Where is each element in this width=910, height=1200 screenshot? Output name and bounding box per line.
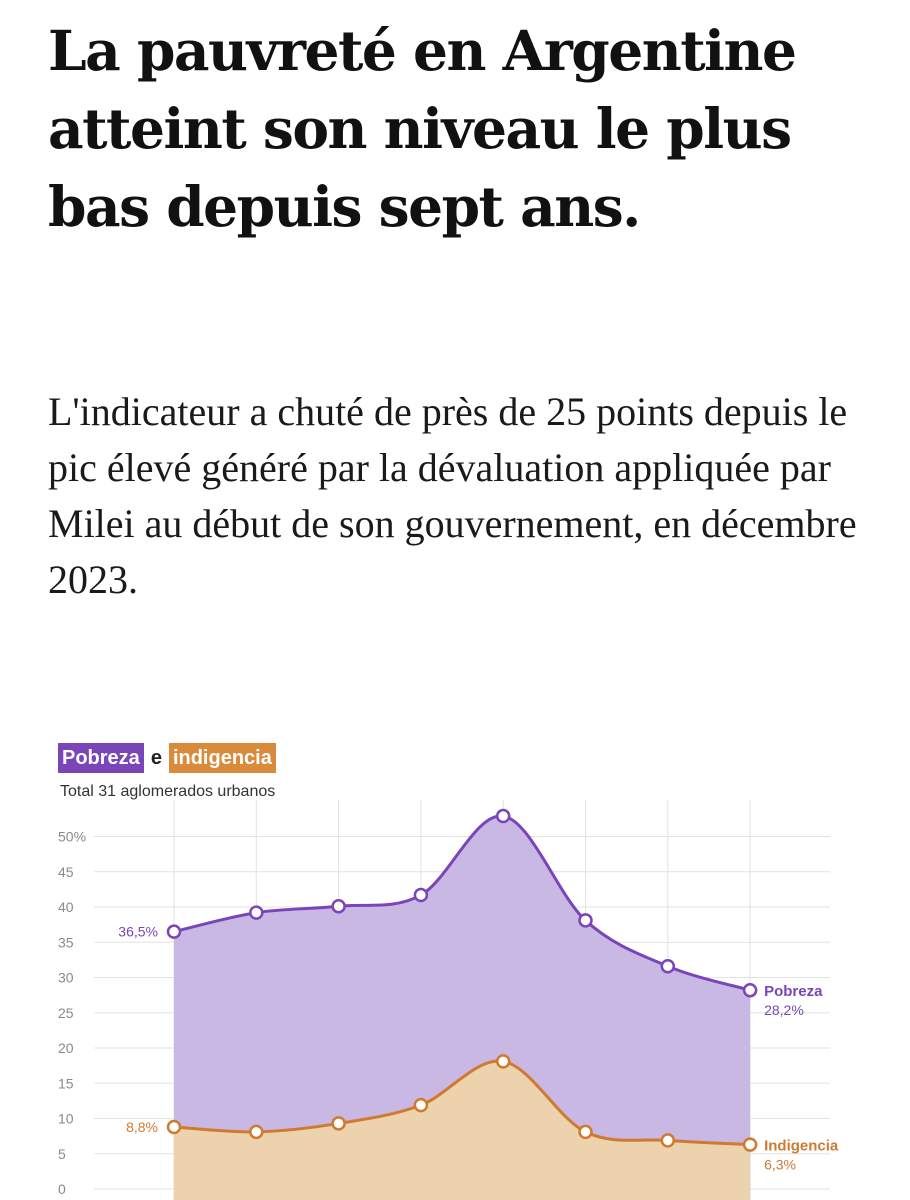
pobreza-point — [249, 905, 264, 920]
y-tick-label: 50% — [58, 829, 86, 845]
pobreza-end-label: 28,2% — [764, 1002, 804, 1018]
pobreza-point — [413, 887, 429, 903]
chart-title: Pobreza e indigencia — [58, 742, 276, 774]
lede-paragraph: L'indicateur a chuté de près de 25 point… — [48, 389, 857, 602]
y-tick-label: 25 — [58, 1005, 74, 1021]
y-tick-label: 15 — [58, 1075, 74, 1091]
chart-title-indigencia: indigencia — [168, 743, 276, 773]
pobreza-series-name: Pobreza — [764, 983, 823, 1000]
y-tick-label: 20 — [58, 1040, 74, 1056]
pobreza-point — [742, 982, 758, 998]
pobreza-point — [495, 808, 511, 824]
chart-title-pobreza: Pobreza — [58, 743, 144, 773]
indigencia-point — [249, 1124, 264, 1140]
indigencia-end-label: 6,3% — [764, 1157, 796, 1173]
indigencia-point — [495, 1054, 511, 1069]
indigencia-area — [174, 1061, 751, 1200]
pobreza-line — [173, 814, 751, 992]
pobreza-point — [578, 913, 593, 928]
y-tick-label: 30 — [58, 970, 74, 986]
pobreza-area — [174, 815, 751, 1200]
pobreza-start-label: 36,5% — [118, 924, 158, 940]
poverty-chart: 0 5 10 15 20 25 30 35 40 45 50% 36,5% Pobreza 28,2% 8,… — [58, 800, 839, 1200]
indigencia-start-label: 8,8% — [126, 1119, 158, 1135]
indigencia-line — [173, 1059, 751, 1147]
y-tick-label: 45 — [58, 864, 74, 880]
y-tick-label: 40 — [58, 899, 74, 915]
chart-subtitle: Total 31 aglomerados urbanos — [60, 783, 276, 800]
y-tick-label: 0 — [58, 1181, 66, 1197]
indigencia-point — [742, 1137, 758, 1152]
y-tick-label: 35 — [58, 934, 74, 950]
indigencia-series-name: Indigencia — [764, 1138, 839, 1155]
y-tick-label: 5 — [58, 1146, 66, 1162]
pobreza-point — [331, 899, 346, 914]
indigencia-point — [413, 1097, 429, 1113]
indigencia-point — [578, 1124, 593, 1140]
indigencia-point — [660, 1133, 676, 1148]
headline: La pauvreté en Argentine atteint son niv… — [48, 18, 797, 239]
pobreza-point — [660, 958, 676, 974]
pobreza-point — [166, 924, 182, 939]
chart-title-connector: e — [150, 746, 162, 769]
indigencia-point — [166, 1119, 182, 1135]
y-tick-label: 10 — [58, 1111, 74, 1127]
indigencia-point — [331, 1116, 346, 1131]
